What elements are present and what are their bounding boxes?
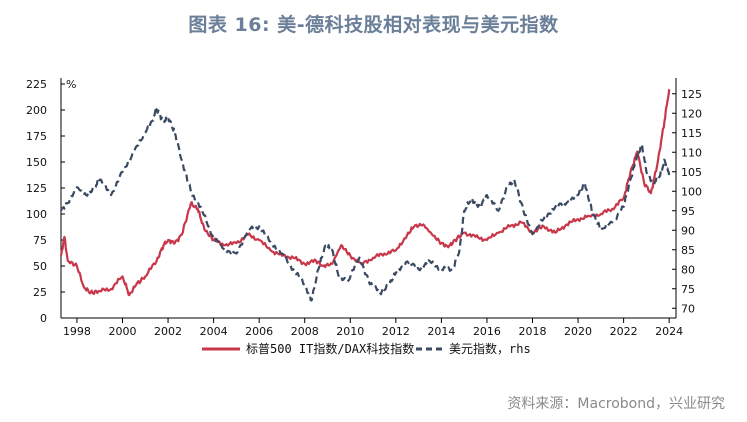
series-line-0 — [59, 89, 671, 297]
chart-series — [59, 89, 671, 302]
right-tick-label: 75 — [681, 283, 695, 296]
chart-axes: 225 200 175 150 125 100 75 50 25 0 125 120 115 110 105… — [26, 78, 702, 338]
right-tick-label: 120 — [681, 107, 702, 120]
x-tick-label: 1998 — [63, 325, 91, 338]
right-tick-label: 100 — [681, 185, 702, 198]
left-tick-label: 25 — [33, 286, 47, 299]
series-line-1 — [59, 108, 671, 302]
x-tick-label: 2008 — [291, 325, 319, 338]
left-tick-label: 75 — [33, 234, 47, 247]
left-tick-label: 0 — [40, 312, 47, 325]
right-tick-label: 125 — [681, 88, 702, 101]
right-tick-label: 80 — [681, 263, 695, 276]
x-tick-label: 2018 — [519, 325, 547, 338]
left-tick-label: 125 — [26, 182, 47, 195]
x-tick-label: 2006 — [245, 325, 273, 338]
left-tick-label: 225 — [26, 78, 47, 91]
x-tick-label: 2012 — [382, 325, 410, 338]
right-tick-label: 105 — [681, 166, 702, 179]
right-tick-label: 95 — [681, 205, 695, 218]
x-tick-label: 2020 — [564, 325, 592, 338]
source-note: 资料来源：Macrobond，兴业研究 — [507, 396, 725, 412]
x-tick-label: 2022 — [610, 325, 638, 338]
right-tick-label: 110 — [681, 146, 702, 159]
x-tick-label: 2000 — [109, 325, 137, 338]
legend: 标普500 IT指数/DAX科技指数 美元指数，rhs — [202, 341, 531, 356]
right-tick-label: 90 — [681, 224, 695, 237]
x-tick-label: 2024 — [655, 325, 683, 338]
left-tick-label: 200 — [26, 104, 47, 117]
right-tick-label: 115 — [681, 127, 702, 140]
right-tick-label: 85 — [681, 244, 695, 257]
x-tick-label: 2004 — [200, 325, 228, 338]
right-tick-label: 70 — [681, 302, 695, 315]
left-tick-label: 50 — [33, 260, 47, 273]
left-axis-unit-label: % — [66, 78, 76, 91]
x-tick-label: 2014 — [427, 325, 455, 338]
left-tick-label: 175 — [26, 130, 47, 143]
x-tick-label: 2010 — [336, 325, 364, 338]
x-tick-label: 2002 — [154, 325, 182, 338]
x-tick-label: 2016 — [473, 325, 501, 338]
left-tick-label: 100 — [26, 208, 47, 221]
left-tick-label: 150 — [26, 156, 47, 169]
legend-label-series-1: 美元指数，rhs — [449, 341, 531, 356]
legend-label-series-0: 标普500 IT指数/DAX科技指数 — [246, 341, 414, 356]
chart-title: 图表 16: 美-德科技股相对表现与美元指数 — [188, 14, 559, 36]
